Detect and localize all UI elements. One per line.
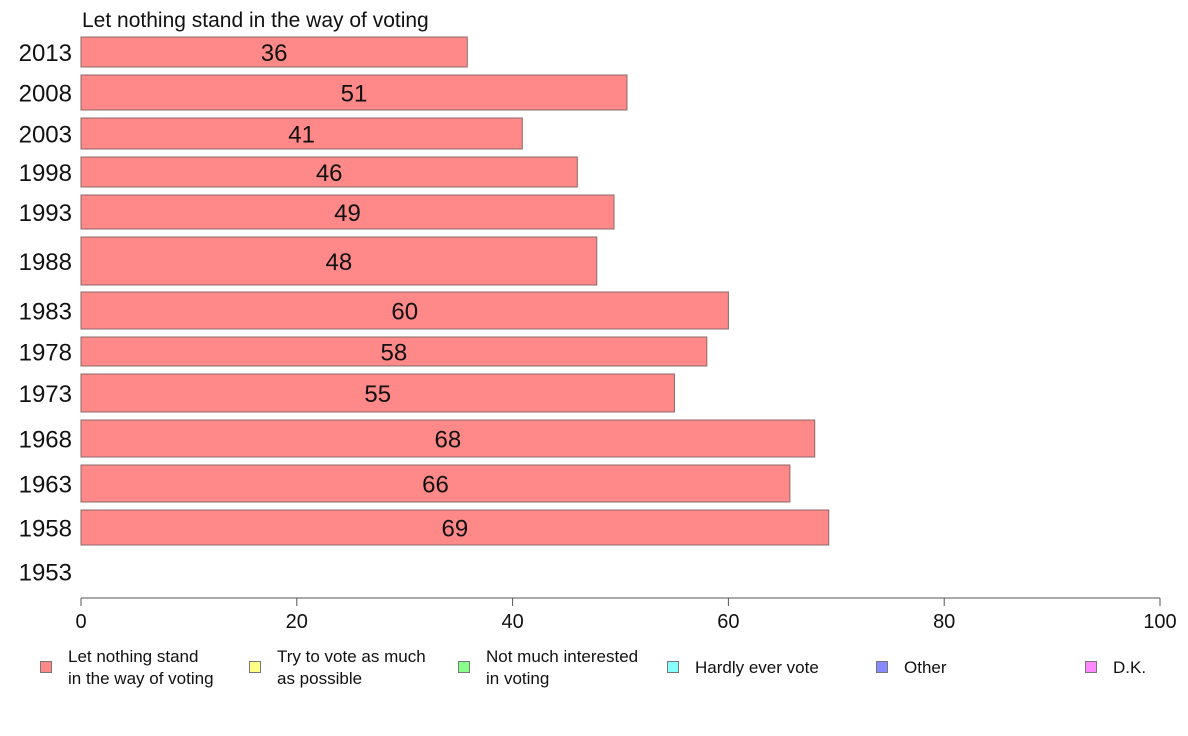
legend-label: Try to vote as much as possible (277, 647, 426, 688)
bar (80, 336, 708, 367)
bar-value-label: 49 (334, 200, 361, 227)
bar-value-label: 46 (316, 160, 343, 187)
year-label: 1998 (19, 160, 72, 187)
bar (80, 36, 468, 68)
bar (80, 419, 816, 458)
bar-value-label: 66 (422, 472, 449, 499)
x-tick-label: 80 (933, 611, 955, 633)
legend-item: Hardly ever vote (667, 657, 819, 679)
legend-swatch (40, 661, 52, 673)
legend: Let nothing stand in the way of voting Tr… (0, 646, 1188, 706)
year-label: 1983 (19, 299, 72, 326)
year-label: 2003 (19, 122, 72, 149)
bar-value-label: 68 (435, 427, 462, 454)
legend-item: Other (876, 657, 947, 679)
bar (80, 464, 791, 503)
legend-label: Other (904, 658, 947, 677)
bar (80, 194, 615, 230)
x-tick-label: 0 (75, 611, 86, 633)
bar-value-label: 58 (381, 340, 408, 367)
year-label: 1978 (19, 340, 72, 367)
bar-value-label: 51 (341, 81, 368, 108)
legend-item: D.K. (1085, 657, 1146, 679)
year-label: 2013 (19, 40, 72, 67)
legend-label: Let nothing stand in the way of voting (68, 647, 214, 688)
x-axis: 0 20 40 60 80 100 (75, 597, 1177, 633)
legend-swatch (458, 661, 470, 673)
x-tick-label: 40 (501, 611, 523, 633)
bar (80, 117, 523, 150)
bar (80, 291, 729, 330)
x-tick-label: 60 (717, 611, 739, 633)
legend-label: D.K. (1113, 658, 1147, 677)
bar (80, 373, 675, 413)
bar (80, 156, 578, 188)
year-label: 1973 (19, 381, 72, 408)
legend-swatch (876, 661, 888, 673)
bar-value-label: 55 (364, 381, 391, 408)
chart-title: Let nothing stand in the way of voting (82, 9, 429, 32)
legend-item: Let nothing stand in the way of voting (40, 646, 214, 690)
bar (80, 236, 598, 286)
bar-value-label: 36 (261, 40, 288, 67)
bar-value-label: 60 (391, 299, 418, 326)
bars-group: 2013 36 2008 51 2003 41 1998 46 1993 49 1988 48 1983… (19, 36, 830, 587)
legend-label: Hardly ever vote (695, 658, 819, 677)
legend-item: Try to vote as much as possible (249, 646, 426, 690)
year-label: 1988 (19, 249, 72, 276)
year-label: 1953 (19, 560, 72, 587)
legend-swatch (667, 661, 679, 673)
year-label: 1963 (19, 472, 72, 499)
bar-value-label: 48 (326, 249, 353, 276)
year-label: 2008 (19, 81, 72, 108)
bar-value-label: 41 (288, 122, 315, 149)
year-label: 1958 (19, 516, 72, 543)
chart-svg: Let nothing stand in the way of voting 2… (19, 9, 1177, 633)
bar-value-label: 69 (442, 516, 469, 543)
legend-label: Not much interested in voting (486, 647, 639, 688)
x-tick-label: 100 (1143, 611, 1176, 633)
year-label: 1968 (19, 427, 72, 454)
year-label: 1993 (19, 200, 72, 227)
x-tick-label: 20 (286, 611, 308, 633)
bar (80, 74, 628, 111)
legend-swatch (1085, 661, 1097, 673)
legend-swatch (249, 661, 261, 673)
bar (80, 509, 830, 546)
legend-item: Not much interested in voting (458, 646, 638, 690)
